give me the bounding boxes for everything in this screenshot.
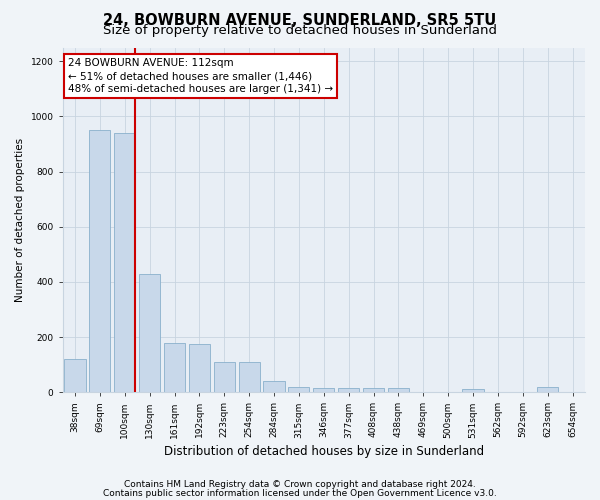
Text: Contains HM Land Registry data © Crown copyright and database right 2024.: Contains HM Land Registry data © Crown c… (124, 480, 476, 489)
Text: Contains public sector information licensed under the Open Government Licence v3: Contains public sector information licen… (103, 488, 497, 498)
Bar (189, 344, 210, 392)
Y-axis label: Number of detached properties: Number of detached properties (15, 138, 25, 302)
Bar (338, 388, 359, 392)
Bar (463, 390, 484, 392)
Text: Size of property relative to detached houses in Sunderland: Size of property relative to detached ho… (103, 24, 497, 37)
Bar (164, 342, 185, 392)
Bar (239, 362, 260, 392)
Bar (263, 381, 284, 392)
Bar (289, 386, 310, 392)
Bar (139, 274, 160, 392)
Bar (89, 130, 110, 392)
Bar (214, 362, 235, 392)
Bar (114, 133, 136, 392)
Text: 24 BOWBURN AVENUE: 112sqm
← 51% of detached houses are smaller (1,446)
48% of se: 24 BOWBURN AVENUE: 112sqm ← 51% of detac… (68, 58, 333, 94)
Bar (313, 388, 334, 392)
Bar (64, 359, 86, 392)
Text: 24, BOWBURN AVENUE, SUNDERLAND, SR5 5TU: 24, BOWBURN AVENUE, SUNDERLAND, SR5 5TU (103, 13, 497, 28)
Bar (363, 388, 384, 392)
X-axis label: Distribution of detached houses by size in Sunderland: Distribution of detached houses by size … (164, 444, 484, 458)
Bar (537, 386, 558, 392)
Bar (388, 388, 409, 392)
